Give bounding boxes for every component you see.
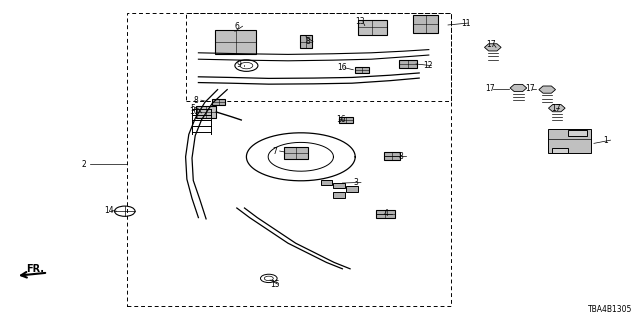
Bar [321,180,332,185]
Text: 17: 17 [486,40,496,49]
Text: 1: 1 [603,136,607,145]
Text: 6: 6 [235,22,240,31]
Text: 15: 15 [270,280,280,289]
Bar [346,186,358,192]
Text: 8: 8 [305,37,310,46]
Text: 11: 11 [461,19,470,28]
Bar [384,152,399,160]
Text: 17: 17 [525,84,534,93]
Bar [339,117,353,123]
Text: 8: 8 [193,96,198,105]
Text: 14: 14 [104,206,114,215]
Text: 17: 17 [552,104,561,113]
Text: 16: 16 [336,116,346,124]
Bar [333,183,345,188]
Bar [399,60,417,68]
Text: TBA4B1305: TBA4B1305 [588,305,632,314]
Text: 4: 4 [384,209,389,218]
Bar [376,211,395,219]
Bar [186,13,451,101]
Polygon shape [539,86,556,93]
Bar [358,20,387,35]
Text: 9: 9 [237,60,242,69]
Bar [215,30,257,53]
Text: 13: 13 [355,17,365,26]
Bar [284,147,308,159]
Bar [355,67,369,73]
Text: 5: 5 [191,104,196,113]
Bar [548,129,591,153]
Text: 16: 16 [337,63,347,72]
Bar [552,148,568,153]
Polygon shape [510,84,527,92]
Text: 17: 17 [485,84,495,93]
Bar [196,106,216,118]
Text: 10: 10 [189,108,198,116]
Polygon shape [484,44,501,51]
Bar [127,13,451,306]
Text: 3: 3 [353,178,358,187]
Bar [300,35,312,48]
Text: 8: 8 [399,152,403,161]
Text: 12: 12 [424,61,433,70]
Bar [333,192,345,198]
Text: 7: 7 [272,147,277,156]
Bar [413,15,438,33]
Text: FR.: FR. [26,264,44,274]
Bar [212,99,225,105]
Polygon shape [548,105,565,112]
Text: 2: 2 [82,160,86,169]
Bar [568,130,587,136]
